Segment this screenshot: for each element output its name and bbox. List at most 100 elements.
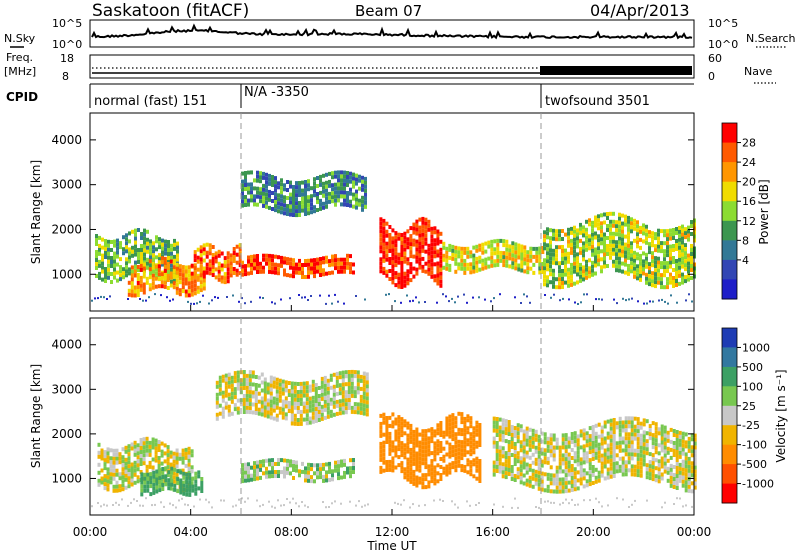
y-tick-label: 1000 — [51, 267, 82, 281]
nsearch-tick-bottom: 10^0 — [708, 38, 738, 51]
power-colorbar-label: Power [dB] — [757, 179, 771, 244]
colorbar-swatch — [722, 123, 737, 144]
y-tick-label: 4000 — [51, 133, 82, 147]
colorbar-swatch — [722, 405, 737, 426]
echo-region — [492, 416, 697, 494]
power-colorbar: 28 24 20 16 12 8 4 — [721, 122, 756, 300]
cpid-label: CPID — [6, 90, 38, 104]
colorbar-swatch — [722, 328, 737, 348]
colorbar-swatch — [722, 259, 737, 280]
y-tick-label: 2000 — [51, 427, 82, 441]
colorbar-swatch — [722, 464, 737, 484]
colorbar-tick-label: 1000 — [742, 341, 770, 354]
freq-tick-bottom: 8 — [62, 70, 69, 83]
colorbar-swatch — [722, 279, 737, 300]
nsearch-label: N.Search — [746, 32, 796, 45]
velocity-colorbar-label: Velocity [m s⁻¹] — [774, 369, 788, 462]
colorbar-swatch — [722, 366, 737, 387]
colorbar-swatch — [722, 347, 737, 368]
nsky-tick-bottom: 10^0 — [52, 38, 82, 51]
power-panel: 1000 2000 3000 4000 Slant Range [km] 28 24 20… — [29, 112, 771, 312]
echo-region — [215, 369, 369, 426]
colorbar-swatch — [722, 142, 737, 163]
colorbar-tick-label: 24 — [742, 156, 756, 169]
echo-region — [241, 458, 355, 484]
echo-region — [241, 170, 367, 218]
y-tick-label: 4000 — [51, 338, 82, 352]
x-tick-label: 04:00 — [173, 525, 208, 539]
velocity-ylabel: Slant Range [km] — [29, 364, 43, 468]
nsearch-tick-top: 10^5 — [708, 17, 738, 30]
colorbar-tick-label: 16 — [742, 195, 756, 208]
freq-unit-label: [MHz] — [4, 65, 36, 78]
ground-scatter — [91, 497, 693, 509]
nsky-tick-top: 10^5 — [52, 17, 82, 30]
colorbar-swatch — [722, 444, 737, 465]
colorbar-swatch — [722, 162, 737, 183]
colorbar-tick-label: -1000 — [742, 478, 774, 491]
nave-band — [540, 66, 692, 75]
echo-region — [379, 411, 482, 490]
x-tick-label: 16:00 — [475, 525, 510, 539]
nsky-trace — [91, 23, 693, 40]
time-axis-label: Time UT — [366, 539, 417, 553]
colorbar-tick-label: -100 — [742, 439, 767, 452]
power-y-axis: 1000 2000 3000 4000 — [51, 133, 694, 281]
power-echo-layer — [91, 170, 696, 305]
x-tick-label: 08:00 — [274, 525, 309, 539]
freq-label: Freq. — [6, 51, 33, 64]
colorbar-swatch — [722, 240, 737, 261]
x-tick-label: 12:00 — [375, 525, 410, 539]
cpid-segment-3: twofsound 3501 — [545, 94, 650, 109]
freq-panel: Freq. [MHz] 18 8 60 0 Nave — [4, 51, 776, 84]
colorbar-tick-label: 500 — [742, 361, 763, 374]
y-tick-label: 3000 — [51, 382, 82, 396]
colorbar-swatch — [722, 425, 737, 446]
echo-region — [241, 253, 355, 279]
x-tick-label: 00:00 — [677, 525, 712, 539]
echo-region — [140, 466, 204, 497]
cpid-segment-1: normal (fast) 151 — [94, 94, 207, 109]
freq-tick-top: 18 — [60, 52, 74, 65]
echo-region — [442, 238, 545, 275]
colorbar-tick-label: 12 — [742, 215, 756, 228]
colorbar-tick-label: -500 — [742, 458, 767, 471]
colorbar-tick-label: -25 — [742, 419, 760, 432]
date-label: 04/Apr/2013 — [590, 1, 690, 20]
y-tick-label: 3000 — [51, 178, 82, 192]
echo-region — [543, 211, 696, 290]
velocity-y-axis: 1000 2000 3000 4000 — [51, 338, 694, 485]
nave-tick-top: 60 — [708, 52, 722, 65]
beam-label: Beam 07 — [355, 2, 422, 20]
echo-region — [379, 216, 443, 289]
echo-region — [190, 242, 242, 285]
y-tick-label: 1000 — [51, 471, 82, 485]
colorbar-swatch — [722, 483, 737, 504]
x-tick-label: 00:00 — [73, 525, 108, 539]
colorbar-tick-label: 4 — [742, 254, 749, 267]
ground-scatter — [91, 293, 693, 305]
cpid-panel: CPID normal (fast) 151 N/A -3350 twofsou… — [6, 83, 694, 109]
nave-label: Nave — [744, 65, 772, 78]
time-axis: 00:00 04:00 08:00 12:00 16:00 20:00 00:00 — [73, 305, 712, 539]
nsky-panel: N.Sky 10^5 10^0 10^5 10^0 N.Search — [4, 17, 796, 51]
colorbar-tick-label: 25 — [742, 400, 756, 413]
colorbar-tick-label: 20 — [742, 176, 756, 189]
colorbar-swatch — [722, 201, 737, 222]
nsky-label: N.Sky — [4, 32, 36, 45]
cpid-segment-2: N/A -3350 — [244, 85, 309, 100]
y-tick-label: 2000 — [51, 222, 82, 236]
x-tick-label: 20:00 — [576, 525, 611, 539]
colorbar-swatch — [722, 220, 737, 241]
colorbar-swatch — [722, 181, 737, 202]
power-ylabel: Slant Range [km] — [29, 160, 43, 264]
colorbar-tick-label: 28 — [742, 137, 756, 150]
velocity-colorbar: 1000 500 100 25 -25 -100 -500 -1000 — [721, 327, 774, 504]
colorbar-swatch — [722, 386, 737, 407]
velocity-panel: 1000 2000 3000 4000 Slant Range [km] 1000 50… — [29, 305, 788, 553]
nave-tick-bottom: 0 — [708, 70, 715, 83]
colorbar-tick-label: 8 — [742, 234, 749, 247]
station-title: Saskatoon (fitACF) — [92, 1, 249, 21]
velocity-echo-layer — [91, 369, 697, 509]
